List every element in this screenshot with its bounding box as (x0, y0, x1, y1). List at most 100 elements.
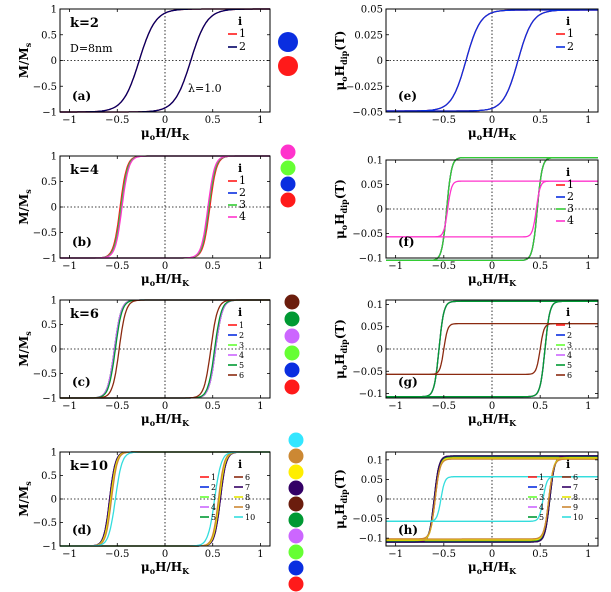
curve-f-3-descending (386, 156, 598, 262)
legend-label: 5 (567, 361, 572, 370)
y-tick-label: −1 (42, 394, 57, 405)
curve-h-8-descending (386, 457, 598, 541)
y-tick-label: 0.5 (41, 177, 57, 188)
particle-circle (280, 144, 296, 160)
particle-circle (280, 192, 296, 208)
y-tick-label: −0.025 (346, 82, 383, 93)
legend-label: 9 (573, 503, 578, 512)
x-tick-label: −0.5 (432, 549, 456, 560)
y-tick-label: −0.5 (33, 228, 57, 239)
x-tick-label: 0.5 (532, 549, 548, 560)
legend-label: 6 (239, 371, 244, 380)
legend-label: 6 (573, 473, 578, 482)
y-tick-label: −1 (42, 254, 57, 265)
panel-label-f: (f) (398, 235, 415, 249)
legend-label: 3 (567, 341, 572, 350)
legend-label: 1 (567, 321, 572, 330)
y-tick-label: 0 (51, 56, 57, 67)
curve-h-9-descending (386, 458, 598, 540)
x-tick-label: −0.5 (432, 261, 456, 272)
x-tick-label: −0.5 (432, 115, 456, 126)
legend-label: 1 (539, 473, 544, 482)
x-tick-label: −1 (388, 401, 403, 412)
y-tick-label: 0 (51, 345, 57, 356)
legend-label: 1 (211, 473, 216, 482)
legend-title: i (238, 458, 242, 471)
y-tick-label: 0.5 (41, 471, 57, 482)
x-tick-label: 0 (162, 261, 168, 272)
panel-f: −1 −0.5 0 0.5 1 −0.1 −0.05 0 0.05 0.1 μoH/HK μoHdip… (333, 156, 599, 288)
y-tick-label: 0.5 (41, 320, 57, 331)
legend-title: i (238, 162, 242, 175)
legend-label: 6 (245, 473, 250, 482)
legend-label: 10 (245, 513, 255, 522)
x-tick-label: −0.5 (105, 261, 129, 272)
y-tick-label: −0.1 (359, 389, 383, 400)
legend-title: i (238, 15, 242, 28)
particle-circle (288, 560, 304, 576)
x-axis-label: μoH/HK (468, 272, 517, 288)
particle-circle (284, 345, 300, 361)
y-tick-label: 0.05 (361, 322, 383, 333)
panel-label-h: (h) (398, 523, 418, 537)
y-tick-label: 0.1 (367, 156, 383, 167)
y-tick-label: 1 (51, 448, 57, 459)
particle-circle (288, 544, 304, 560)
x-tick-label: 0.5 (205, 401, 221, 412)
x-tick-label: −1 (388, 549, 403, 560)
y-tick-label: −0.05 (352, 229, 383, 240)
y-axis-label: μoHdip(T) (333, 469, 349, 529)
y-tick-label: 0 (51, 495, 57, 506)
x-tick-label: −1 (62, 549, 77, 560)
legend-label: 4 (239, 210, 246, 223)
y-tick-label: 1 (51, 5, 57, 16)
y-tick-label: 0.1 (367, 455, 383, 466)
legend-label: 1 (239, 321, 244, 330)
y-tick-label: 0.5 (41, 30, 57, 41)
y-tick-label: 0 (377, 205, 383, 216)
x-tick-label: 1 (257, 549, 263, 560)
legend-title: i (566, 166, 570, 179)
legend-label: 2 (567, 331, 572, 340)
x-axis-label: μoH/HK (141, 126, 190, 142)
y-tick-label: 0 (377, 345, 383, 356)
particle-circle (288, 480, 304, 496)
legend-label: 4 (567, 351, 572, 360)
panel-a: −1 −0.5 0 0.5 1 −1 −0.5 0 0.5 1 μoH/HK M/Ms (a) k=2 D=… (17, 5, 298, 142)
legend-label: 5 (239, 361, 244, 370)
legend-label: 3 (567, 202, 574, 215)
y-tick-label: −0.05 (352, 108, 383, 119)
legend-title: i (566, 306, 570, 319)
legend-label: 1 (567, 27, 574, 40)
legend-label: 6 (567, 371, 572, 380)
annotation-lambda: λ=1.0 (188, 82, 222, 95)
x-tick-label: 0.5 (205, 549, 221, 560)
legend-label: 9 (245, 503, 250, 512)
panel-label-d: (d) (72, 523, 92, 537)
panel-label-a: (a) (72, 89, 91, 103)
y-tick-label: 0.05 (361, 475, 383, 486)
legend-label: 7 (245, 483, 250, 492)
legend-label: 4 (539, 503, 544, 512)
y-tick-label: 0.05 (361, 5, 383, 16)
x-axis-label: μoH/HK (141, 560, 190, 576)
particle-circle (280, 176, 296, 192)
y-axis-label: M/Ms (17, 481, 33, 517)
legend-label: 2 (539, 483, 544, 492)
legend-title: i (238, 306, 242, 319)
x-tick-label: −0.5 (105, 549, 129, 560)
x-tick-label: 1 (585, 401, 591, 412)
particle-circle (284, 294, 300, 310)
y-tick-label: 0.05 (361, 180, 383, 191)
y-tick-label: −1 (42, 108, 57, 119)
annotation-diameter: D=8nm (70, 42, 113, 55)
x-tick-label: 0 (489, 261, 495, 272)
x-tick-label: 0 (162, 115, 168, 126)
x-tick-label: −1 (62, 115, 77, 126)
legend-label: 10 (573, 513, 583, 522)
x-tick-label: −0.5 (105, 115, 129, 126)
x-tick-label: 0.5 (205, 115, 221, 126)
x-tick-label: 0.5 (205, 261, 221, 272)
legend-label: 4 (567, 214, 574, 227)
